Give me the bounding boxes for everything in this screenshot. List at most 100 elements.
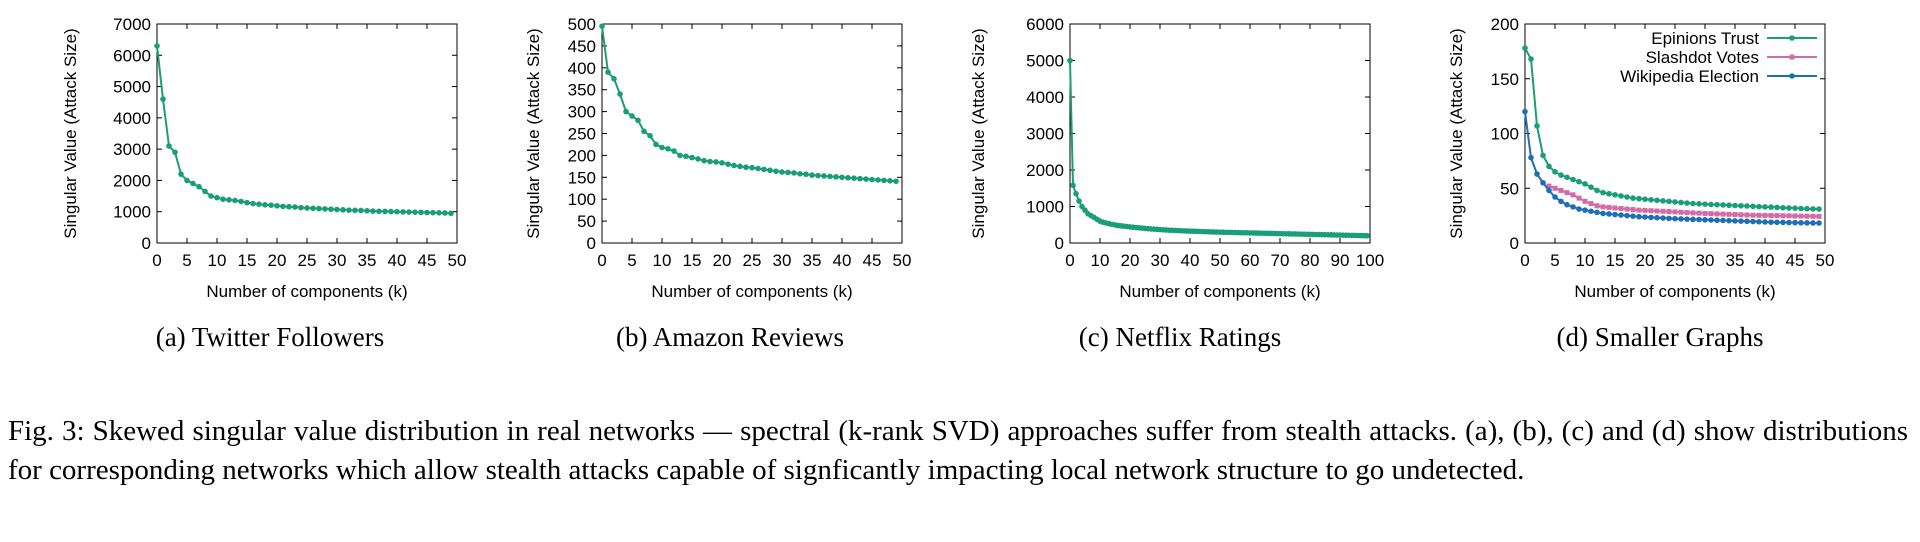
data-point	[178, 171, 184, 177]
data-point	[707, 158, 713, 165]
data-point	[1618, 212, 1624, 218]
y-tick-label: 100	[1491, 125, 1519, 144]
y-tick-label: 1000	[113, 203, 151, 222]
y-tick-label: 500	[568, 15, 596, 34]
data-point	[1564, 201, 1570, 208]
y-tick-label: 1000	[1026, 198, 1064, 217]
data-point	[749, 164, 755, 171]
data-point	[1576, 195, 1582, 201]
data-point	[1678, 199, 1684, 206]
data-point	[1672, 199, 1678, 205]
chart-panel-d: 0 50 100 150 200 0 5 10 15 20 25 30 35 40 45 50 Number o…	[1395, 0, 1875, 370]
data-point	[1792, 219, 1798, 226]
data-point	[701, 157, 707, 164]
data-point	[1648, 208, 1654, 214]
series-line	[1069, 60, 1368, 237]
data-point	[821, 173, 827, 179]
x-tick-label: 35	[803, 251, 822, 270]
data-point	[1720, 211, 1726, 217]
x-tick-label: 15	[238, 251, 257, 270]
data-point	[1756, 203, 1762, 210]
data-point	[1708, 217, 1714, 223]
data-point	[1558, 187, 1564, 193]
data-point	[172, 149, 178, 156]
x-tick-label: 20	[713, 251, 732, 270]
data-point	[358, 207, 364, 214]
x-tick-label: 10	[208, 251, 227, 270]
data-point	[659, 144, 665, 151]
x-axis-label: Number of components (k)	[1574, 282, 1775, 301]
data-point	[1762, 212, 1768, 218]
data-point	[1666, 198, 1672, 205]
data-point	[280, 203, 286, 210]
data-point	[1618, 193, 1624, 199]
data-point	[857, 175, 863, 182]
legend-marker	[1789, 73, 1795, 79]
data-point	[1690, 210, 1696, 216]
data-point	[1070, 182, 1076, 189]
data-point	[1720, 217, 1726, 224]
data-point	[1690, 200, 1696, 207]
data-point	[436, 210, 442, 216]
data-point	[1672, 215, 1678, 222]
chart-panel-c: 0 1000 2000 3000 4000 5000 6000 0 10 20 30 40 50 60 70…	[915, 0, 1395, 370]
data-point	[346, 207, 352, 213]
data-point	[1630, 207, 1636, 213]
data-point	[1780, 204, 1786, 211]
x-tick-label: 20	[1121, 251, 1140, 270]
data-point	[1696, 216, 1702, 223]
y-tick-label: 350	[568, 81, 596, 100]
y-tick-label: 2000	[113, 171, 151, 190]
data-point	[352, 207, 358, 214]
y-tick-label: 50	[577, 212, 596, 231]
legend-label: Wikipedia Election	[1620, 67, 1759, 86]
data-point	[1762, 204, 1768, 210]
data-point	[1612, 192, 1618, 198]
data-point	[1666, 215, 1672, 222]
x-tick-label: 50	[893, 251, 912, 270]
data-point	[1798, 219, 1804, 226]
data-point	[839, 174, 845, 181]
data-point	[1654, 214, 1660, 221]
data-point	[1756, 212, 1762, 218]
data-point	[214, 194, 220, 201]
x-tick-label: 10	[1576, 251, 1595, 270]
data-point	[1726, 217, 1732, 224]
data-point	[785, 169, 791, 176]
y-tick-label: 0	[142, 234, 151, 253]
data-point	[1798, 213, 1804, 219]
data-point	[364, 207, 370, 214]
data-point	[166, 143, 172, 149]
y-tick-label: 400	[568, 59, 596, 78]
x-tick-label: 45	[1786, 251, 1805, 270]
y-axis-label: Singular Value (Attack Size)	[524, 28, 543, 238]
data-point	[1570, 204, 1576, 210]
data-point	[881, 177, 887, 184]
data-point	[1726, 202, 1732, 209]
data-point	[442, 210, 448, 216]
data-point	[1594, 187, 1600, 194]
y-tick-label: 50	[1500, 179, 1519, 198]
data-point	[1678, 216, 1684, 222]
data-point	[1804, 213, 1810, 219]
data-point	[1666, 209, 1672, 215]
data-point	[1606, 190, 1612, 197]
data-point	[725, 161, 731, 167]
x-tick-label: 35	[358, 251, 377, 270]
data-point	[1588, 208, 1594, 215]
data-point	[1364, 232, 1370, 239]
x-axis-label: Number of components (k)	[651, 282, 852, 301]
data-point	[1648, 214, 1654, 221]
data-point	[1792, 213, 1798, 219]
data-point	[1660, 198, 1666, 204]
data-point	[1786, 205, 1792, 211]
x-tick-label: 80	[1301, 251, 1320, 270]
data-point	[418, 209, 424, 216]
y-tick-label: 250	[568, 125, 596, 144]
x-tick-label: 25	[743, 251, 762, 270]
y-tick-label: 200	[568, 146, 596, 165]
data-point	[1786, 219, 1792, 226]
data-point	[1558, 172, 1564, 178]
data-point	[1618, 206, 1624, 212]
y-tick-label: 0	[1055, 234, 1064, 253]
